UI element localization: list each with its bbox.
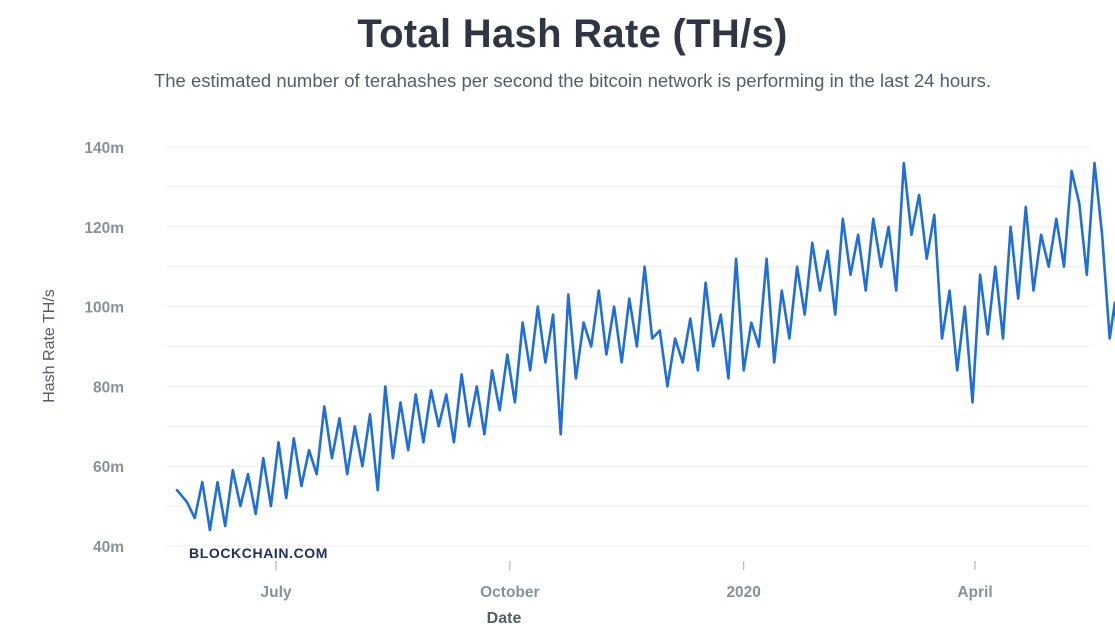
x-axis-ticks: July October 2020 April xyxy=(260,561,993,601)
y-tick-label: 120m xyxy=(84,220,124,237)
hash-rate-line xyxy=(175,161,1115,532)
y-tick-label: 40m xyxy=(93,539,124,556)
y-axis-ticks: 40m 60m 80m 100m 120m 140m xyxy=(84,140,124,556)
y-tick-label: 60m xyxy=(93,459,124,476)
y-axis-label: Hash Rate TH/s xyxy=(41,289,58,403)
y-tick-label: 100m xyxy=(84,300,124,317)
x-tick-label: 2020 xyxy=(726,584,760,601)
gridlines xyxy=(166,146,1090,547)
x-tick-label: October xyxy=(480,584,539,601)
x-axis-label: Date xyxy=(487,610,522,627)
y-tick-label: 80m xyxy=(93,379,124,396)
y-tick-label: 140m xyxy=(84,140,124,157)
x-tick-label: April xyxy=(957,584,992,601)
chart-subtitle: The estimated number of terahashes per s… xyxy=(153,70,992,91)
x-tick-label: July xyxy=(260,584,291,601)
blockchain-watermark: BLOCKCHAIN.COM xyxy=(189,545,328,561)
chart-title: Total Hash Rate (TH/s) xyxy=(357,12,788,56)
